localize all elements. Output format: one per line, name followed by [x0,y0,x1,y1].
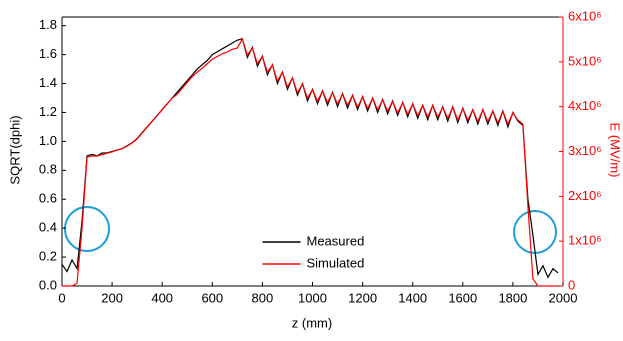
y-tick-label: 0.6 [39,191,57,206]
x-tick-label: 400 [151,290,173,305]
y-tick-label: 1.0 [39,133,57,148]
series-line [62,37,558,287]
x-tick-label: 1800 [498,290,527,305]
x-tick-label: 2000 [549,290,578,305]
y2-tick-label: 3x10⁶ [568,143,602,158]
y-tick-label: 1.4 [39,75,57,90]
y2-axis-label: E (MV/m) [608,123,623,178]
x-tick-label: 200 [101,290,123,305]
x-axis-label: z (mm) [292,315,332,330]
x-tick-label: 1400 [398,290,427,305]
y-tick-label: 1.2 [39,104,57,119]
x-tick-label: 0 [58,290,65,305]
y2-tick-label: 4x10⁶ [568,98,602,113]
x-tick-label: 1000 [298,290,327,305]
y2-tick-label: 2x10⁶ [568,188,602,203]
x-tick-label: 1600 [448,290,477,305]
y-tick-label: 0.2 [39,249,57,264]
x-tick-label: 800 [252,290,274,305]
highlight-circle [64,206,110,252]
x-tick-label: 1200 [348,290,377,305]
y2-tick-label: 1x10⁶ [568,233,602,248]
y-tick-label: 0.4 [39,220,57,235]
y-tick-label: 0.0 [39,277,57,292]
legend-label: Measured [307,233,365,248]
y2-tick-label: 6x10⁶ [568,8,602,23]
y2-tick-label: 5x10⁶ [568,53,602,68]
y-axis-label: SQRT(dphi) [7,115,22,184]
legend-label: Simulated [307,255,365,270]
y-tick-label: 0.8 [39,162,57,177]
y-tick-label: 1.8 [39,17,57,32]
x-tick-label: 600 [201,290,223,305]
y2-tick-label: 0 [568,277,575,292]
y-tick-label: 1.6 [39,46,57,61]
